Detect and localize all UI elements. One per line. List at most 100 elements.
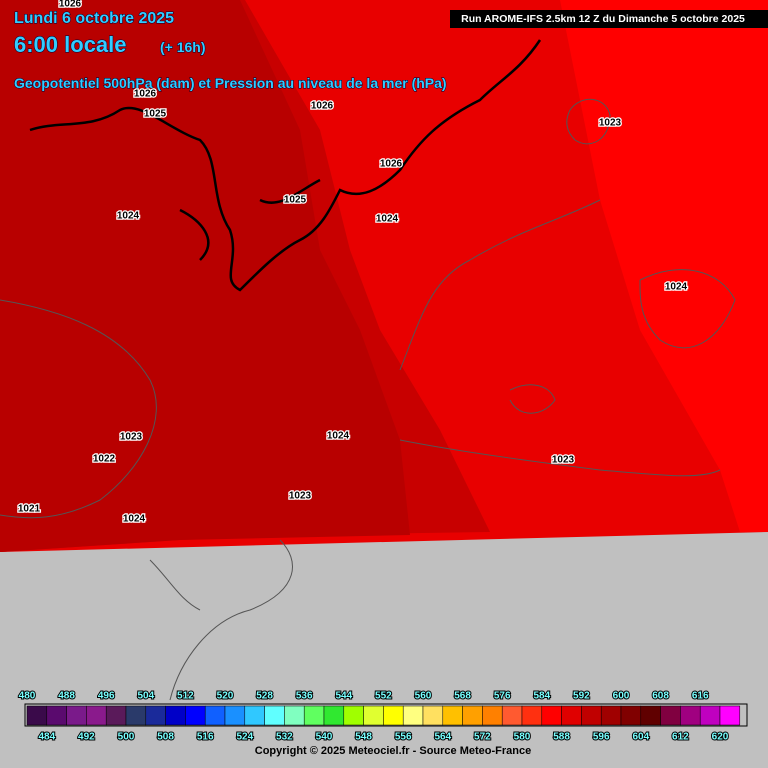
colorbar-bottom-label: 540 <box>316 732 333 743</box>
colorbar-swatch <box>145 705 166 726</box>
colorbar-swatch <box>521 705 543 726</box>
colorbar-bottom-label: 524 <box>236 732 253 743</box>
colorbar-swatch <box>462 705 483 726</box>
colorbar-swatch <box>66 705 87 726</box>
colorbar-bottom-label: 620 <box>712 732 729 743</box>
colorbar-swatch <box>105 705 127 726</box>
pressure-label: 1024 <box>376 214 399 225</box>
colorbar-swatch <box>264 705 285 726</box>
colorbar-bottom-label: 572 <box>474 732 491 743</box>
pressure-label: 1026 <box>59 0 82 10</box>
colorbar-top-label: 576 <box>494 691 511 702</box>
colorbar-swatch <box>383 705 404 726</box>
field-lowest <box>0 0 410 552</box>
colorbar-bottom-label: 604 <box>632 732 649 743</box>
colorbar-swatch <box>244 705 265 726</box>
pressure-label: 1023 <box>552 455 575 466</box>
lead-time: (+ 16h) <box>160 39 206 55</box>
colorbar-swatch <box>284 705 305 726</box>
colorbar-bottom-label: 492 <box>78 732 95 743</box>
pressure-label: 1026 <box>311 101 334 112</box>
colorbar-bottom-label: 516 <box>197 732 214 743</box>
colorbar-top-label: 504 <box>137 691 154 702</box>
colorbar-top-label: 608 <box>652 691 669 702</box>
colorbar-bottom-label: 596 <box>593 732 610 743</box>
pressure-label: 1026 <box>380 159 403 170</box>
colorbar-top-label: 520 <box>217 691 234 702</box>
colorbar-swatch <box>660 705 681 726</box>
colorbar-swatch <box>640 705 661 726</box>
colorbar-swatch <box>541 705 562 726</box>
colorbar-frame <box>24 703 748 727</box>
colorbar-swatch <box>442 705 463 726</box>
colorbar-swatch <box>323 705 345 726</box>
colorbar-swatch <box>402 705 424 726</box>
field-high <box>560 0 768 532</box>
colorbar-swatch <box>303 705 325 726</box>
colorbar-bottom-label: 612 <box>672 732 689 743</box>
date: Lundi 6 octobre 2025 <box>14 10 174 27</box>
colorbar-bottom-label: 508 <box>157 732 174 743</box>
colorbar-swatch <box>482 705 503 726</box>
pressure-label: 1023 <box>120 432 143 443</box>
pressure-label: 1023 <box>289 491 312 502</box>
colorbar-top-label: 488 <box>58 691 75 702</box>
colorbar-top-label: 560 <box>415 691 432 702</box>
colorbar-bottom-label: 532 <box>276 732 293 743</box>
pressure-label: 1021 <box>18 504 41 515</box>
borders <box>0 98 736 701</box>
subtitle: Geopotentiel 500hPa (dam) et Pression au… <box>14 75 447 91</box>
colorbar-swatch <box>343 705 364 726</box>
colorbar-top-label: 552 <box>375 691 392 702</box>
colorbar-bottom-label: 556 <box>395 732 412 743</box>
pressure-label: 1022 <box>93 454 116 465</box>
pressure-label: 1023 <box>599 118 622 129</box>
colorbar-top-label: 600 <box>613 691 630 702</box>
colorbar-top-label: 496 <box>98 691 115 702</box>
colorbar-top-label: 616 <box>692 691 709 702</box>
colorbar-top-label: 584 <box>533 691 550 702</box>
colorbar-swatch <box>620 705 642 726</box>
colorbar-swatch <box>363 705 384 726</box>
colorbar-swatch <box>185 705 206 726</box>
colorbar-swatch <box>165 705 186 726</box>
colorbar-swatch <box>224 705 246 726</box>
colorbar-top-label: 480 <box>19 691 36 702</box>
colorbar-top-label: 536 <box>296 691 313 702</box>
pressure-label: 1024 <box>123 514 146 525</box>
colorbar-bottom-label: 564 <box>434 732 451 743</box>
colorbar-swatch <box>699 705 721 726</box>
colorbar-swatch <box>46 705 67 726</box>
pressure-label: 1026 <box>134 89 157 100</box>
colorbar-swatch <box>561 705 582 726</box>
colorbar-swatch <box>719 705 741 726</box>
pressure-label: 1024 <box>327 431 350 442</box>
colorbar-swatch <box>422 705 444 726</box>
pressure-label: 1024 <box>665 282 688 293</box>
colorbar-swatch <box>600 705 622 726</box>
colorbar-top-label: 592 <box>573 691 590 702</box>
pressure-label: 1025 <box>144 109 167 120</box>
colorbar-swatch <box>204 705 226 726</box>
colorbar-bottom-label: 580 <box>514 732 531 743</box>
colorbar-bottom-label: 484 <box>38 732 55 743</box>
colorbar-top-label: 568 <box>454 691 471 702</box>
colorbar-bottom-label: 500 <box>118 732 135 743</box>
time: 6:00 locale <box>14 32 127 57</box>
copyright: Copyright © 2025 Meteociel.fr - Source M… <box>255 745 531 757</box>
colorbar-bottom-label: 588 <box>553 732 570 743</box>
coastline <box>29 39 542 292</box>
colorbar-swatch <box>125 705 147 726</box>
colorbar-top-label: 512 <box>177 691 194 702</box>
run-info: Run AROME-IFS 2.5km 12 Z du Dimanche 5 o… <box>461 13 745 25</box>
run-box <box>450 10 768 28</box>
colorbar-swatch <box>680 705 701 726</box>
pressure-label: 1025 <box>284 195 307 206</box>
pressure-label: 1024 <box>117 211 140 222</box>
colorbar-swatch <box>26 705 48 726</box>
colorbar-top-label: 528 <box>256 691 273 702</box>
colorbar-swatch <box>501 705 523 726</box>
colorbar-bottom-label: 548 <box>355 732 372 743</box>
